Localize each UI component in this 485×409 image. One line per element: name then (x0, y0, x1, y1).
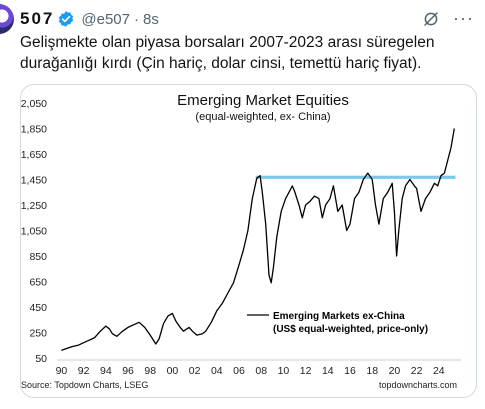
source-right: topdowncharts.com (379, 380, 457, 390)
x-tick-label: 18 (366, 365, 378, 377)
legend-label: Emerging Markets ex-China (273, 311, 405, 322)
x-tick-label: 24 (433, 365, 445, 377)
y-tick-label: 1,050 (21, 226, 47, 238)
y-tick-label: 650 (29, 277, 47, 289)
chart-subtitle: (equal-weighted, ex- China) (195, 111, 330, 123)
x-tick-label: 12 (300, 365, 312, 377)
x-tick-label: 06 (233, 365, 245, 377)
display-name[interactable]: 507 (20, 9, 55, 28)
resistance-band (255, 175, 456, 179)
grok-icon[interactable] (422, 10, 440, 28)
x-tick-label: 10 (278, 365, 290, 377)
separator: · (133, 10, 139, 28)
x-tick-label: 96 (122, 365, 134, 377)
y-tick-label: 1,250 (21, 200, 47, 212)
x-tick-label: 90 (56, 365, 68, 377)
avatar[interactable] (0, 4, 14, 34)
x-tick-label: 20 (389, 365, 401, 377)
x-tick-label: 22 (411, 365, 423, 377)
handle[interactable]: @e507 (81, 10, 130, 28)
x-tick-label: 92 (78, 365, 90, 377)
post-media-chart[interactable]: Emerging Market Equities (equal-weighted… (20, 84, 477, 398)
y-tick-label: 450 (29, 302, 47, 314)
y-tick-label: 1,850 (21, 124, 47, 136)
source-left: Source: Topdown Charts, LSEG (21, 380, 148, 390)
series-line (61, 128, 455, 352)
more-icon[interactable]: ··· (453, 8, 474, 28)
y-tick-label: 1,650 (21, 149, 47, 161)
y-tick-label: 850 (29, 251, 47, 263)
x-tick-label: 08 (255, 365, 267, 377)
x-tick-label: 04 (211, 365, 223, 377)
x-tick-label: 16 (344, 365, 356, 377)
y-tick-label: 2,050 (21, 98, 47, 110)
legend-label: (US$ equal-weighted, price-only) (273, 324, 428, 335)
x-tick-label: 14 (322, 365, 334, 377)
x-tick-label: 02 (189, 365, 201, 377)
post-header: 507 @e507 · 8s ··· (20, 8, 480, 30)
x-tick-label: 98 (144, 365, 156, 377)
y-tick-label: 250 (29, 328, 47, 340)
post-text: Gelişmekte olan piyasa borsaları 2007-20… (20, 34, 435, 72)
x-tick-label: 94 (100, 365, 112, 377)
verified-badge-icon (59, 11, 74, 27)
y-tick-label: 50 (35, 353, 47, 365)
action-bar (20, 400, 480, 409)
y-tick-label: 1,450 (21, 175, 47, 187)
timestamp[interactable]: 8s (142, 10, 159, 28)
chart: Emerging Market Equities (equal-weighted… (21, 92, 461, 390)
x-tick-label: 00 (167, 365, 179, 377)
chart-title: Emerging Market Equities (177, 92, 349, 109)
